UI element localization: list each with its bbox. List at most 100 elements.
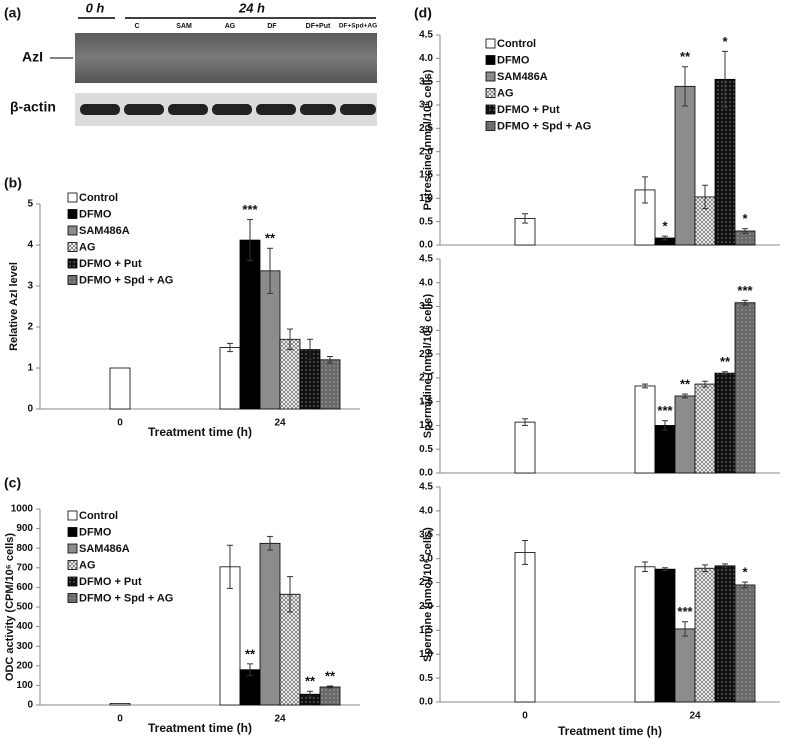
y-tick-label: 900 (16, 523, 33, 534)
row-label: β-actin (10, 99, 56, 115)
row-label: AzI (22, 49, 43, 65)
significance: *** (242, 202, 258, 217)
bar (319, 359, 341, 410)
significance: * (742, 211, 748, 226)
bar (654, 568, 676, 703)
bar (634, 566, 656, 703)
significance: ** (680, 376, 691, 391)
legend-label: Control (79, 510, 118, 522)
significance: ** (325, 668, 336, 683)
x-axis-label: Treatment time (h) (148, 721, 252, 735)
y-tick-label: 3.0 (419, 100, 433, 111)
x-axis-label: Treatment time (h) (558, 724, 662, 738)
legend-swatch (67, 593, 78, 603)
error-bar (247, 219, 253, 262)
legend-swatch (67, 275, 78, 285)
error-bar (662, 567, 668, 572)
legend-swatch (67, 527, 78, 537)
y-tick-label: 700 (16, 562, 33, 573)
significance: *** (737, 283, 753, 298)
y-tick-label: 0.0 (419, 240, 433, 251)
x-tick-label: 0 (522, 711, 528, 722)
legend-label: DFMO + Put (79, 576, 142, 588)
bar (219, 347, 241, 410)
error-bar (702, 380, 708, 388)
y-tick-label: 0.0 (419, 468, 433, 479)
y-tick-label: 0.0 (419, 697, 433, 708)
error-bar (722, 50, 728, 108)
bar (714, 372, 736, 474)
y-tick-label: 2.5 (419, 123, 433, 134)
legend-label: SAM486A (497, 71, 548, 83)
y-tick-label: 1.5 (419, 170, 433, 181)
y-axis-label: Relative AzI level (8, 262, 20, 351)
y-axis-label: Spermine (nmol/10⁶ cells) (422, 527, 434, 662)
legend-label: DFMO + Spd + AG (79, 592, 173, 604)
y-tick-label: 200 (16, 660, 33, 671)
bar (514, 552, 536, 703)
error-bar (722, 563, 728, 569)
y-tick-label: 1.0 (419, 420, 433, 431)
y-tick-label: 3.0 (419, 553, 433, 564)
x-tick-label: 0 (117, 714, 123, 725)
bar (734, 584, 756, 703)
bar (674, 395, 696, 474)
legend-swatch (485, 121, 496, 131)
bar (319, 686, 341, 706)
significance: ** (680, 49, 691, 64)
x-tick-label: 0 (117, 418, 123, 429)
error-bar (247, 663, 253, 677)
y-tick-label: 600 (16, 582, 33, 593)
y-tick-label: 2.5 (419, 349, 433, 360)
y-tick-label: 0.5 (419, 216, 433, 227)
y-tick-label: 3.0 (419, 325, 433, 336)
error-bar (642, 561, 648, 573)
error-bar (662, 420, 668, 431)
lane-label: DF (267, 23, 277, 30)
bar (109, 367, 131, 410)
bar (239, 239, 261, 410)
y-tick-label: 1 (27, 363, 33, 374)
error-bar (642, 176, 648, 204)
y-tick-label: 3.5 (419, 301, 433, 312)
y-tick-label: 4.0 (419, 53, 433, 64)
legend-label: DFMO + Spd + AG (79, 274, 173, 286)
error-bar (287, 328, 293, 351)
error-bar (522, 540, 528, 565)
legend-swatch (485, 38, 496, 49)
significance: ** (305, 674, 316, 689)
error-bar (742, 228, 748, 234)
y-tick-label: 5 (27, 199, 33, 210)
bar (714, 565, 736, 703)
y-tick-label: 1.0 (419, 649, 433, 660)
error-bar (642, 383, 648, 389)
y-tick-label: 4.0 (419, 506, 433, 517)
bar (694, 383, 716, 474)
significance: ** (720, 354, 731, 369)
blot-image (75, 33, 377, 83)
legend-swatch (67, 576, 78, 587)
y-tick-label: 800 (16, 543, 33, 554)
y-tick-label: 500 (16, 602, 33, 613)
legend-label: SAM486A (79, 225, 130, 237)
legend-label: DFMO (497, 54, 530, 66)
y-axis-label: Putrescine (nmol/10⁶ cells) (422, 69, 434, 210)
bar (654, 425, 676, 474)
y-tick-label: 2.0 (419, 373, 433, 384)
y-tick-label: 4.5 (419, 30, 433, 41)
error-bar (662, 235, 668, 241)
lane-label: AG (225, 23, 236, 30)
y-tick-label: 0 (27, 700, 33, 711)
legend-label: AG (79, 559, 96, 571)
legend-swatch (485, 88, 496, 98)
error-bar (742, 581, 748, 589)
significance: * (742, 565, 748, 580)
error-bar (682, 621, 688, 637)
error-bar (702, 564, 708, 573)
x-tick-label: 24 (274, 418, 286, 429)
significance: ** (245, 646, 256, 661)
y-tick-label: 3.5 (419, 76, 433, 87)
y-tick-label: 0.5 (419, 673, 433, 684)
error-bar (287, 576, 293, 613)
x-axis-label: Treatment time (h) (148, 425, 252, 439)
